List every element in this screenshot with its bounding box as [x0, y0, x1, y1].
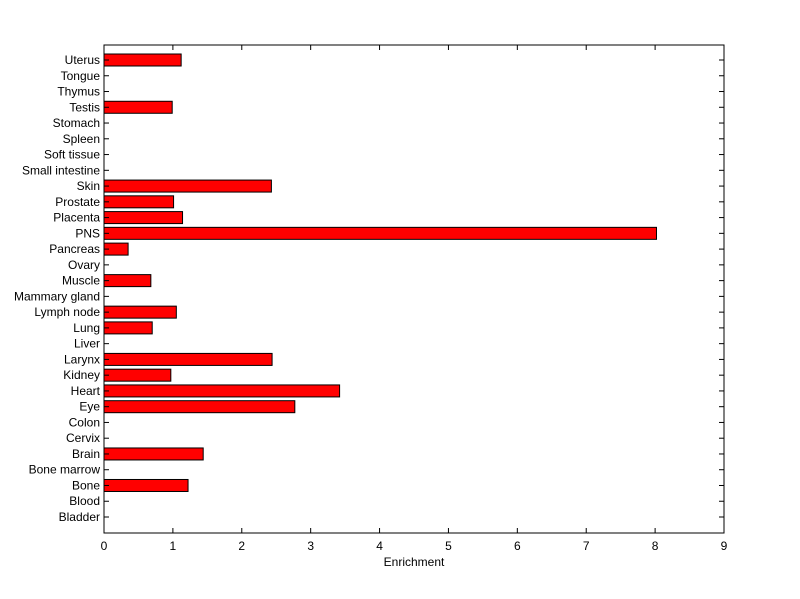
y-tick-label: Skin [77, 179, 100, 193]
y-tick-label: Small intestine [22, 163, 100, 177]
y-tick-label: Liver [74, 337, 100, 351]
y-tick-label: Uterus [65, 53, 100, 67]
x-tick-label: 5 [445, 539, 452, 553]
x-tick-label: 0 [101, 539, 108, 553]
y-tick-label: Larynx [64, 352, 100, 366]
y-tick-label: Thymus [57, 85, 100, 99]
y-tick-label: Bladder [59, 510, 100, 524]
x-axis-title: Enrichment [384, 555, 445, 569]
y-tick-label: PNS [75, 226, 100, 240]
y-tick-label: Stomach [53, 116, 100, 130]
y-tick-label: Testis [69, 100, 100, 114]
x-tick-label: 6 [514, 539, 521, 553]
bar-uterus [103, 53, 182, 67]
bar-heart [103, 384, 341, 398]
bar-bone [103, 478, 189, 492]
bar-larynx [103, 352, 273, 366]
plot-area-frame [103, 44, 725, 534]
bar-muscle [103, 274, 152, 288]
y-tick-label: Ovary [68, 258, 100, 272]
bar-lung [103, 321, 153, 335]
x-tick-label: 3 [307, 539, 314, 553]
y-tick-label: Spleen [63, 132, 100, 146]
bar-lymph-node [103, 305, 177, 319]
y-tick-label: Blood [69, 494, 100, 508]
y-tick-label: Colon [69, 415, 100, 429]
bar-kidney [103, 368, 172, 382]
y-tick-label: Tongue [61, 69, 101, 83]
bar-placenta [103, 211, 184, 225]
y-tick-label: Cervix [66, 431, 100, 445]
y-tick-label: Muscle [62, 274, 100, 288]
y-tick-label: Prostate [55, 195, 100, 209]
bar-pns [103, 226, 657, 240]
y-tick-label: Soft tissue [44, 148, 100, 162]
y-tick-label: Brain [72, 447, 100, 461]
x-tick-label: 2 [238, 539, 245, 553]
x-tick-label: 8 [652, 539, 659, 553]
x-tick-label: 9 [721, 539, 728, 553]
bar-eye [103, 400, 296, 414]
bar-prostate [103, 195, 175, 209]
y-tick-label: Kidney [63, 368, 100, 382]
y-tick-label: Heart [71, 384, 101, 398]
y-tick-label: Eye [79, 400, 100, 414]
y-tick-label: Placenta [53, 211, 100, 225]
y-tick-label: Mammary gland [14, 289, 100, 303]
x-tick-label: 1 [170, 539, 177, 553]
y-tick-label: Pancreas [49, 242, 100, 256]
bar-testis [103, 100, 173, 114]
y-tick-label: Lung [73, 321, 100, 335]
bar-brain [103, 447, 204, 461]
y-tick-label: Lymph node [34, 305, 100, 319]
x-axis-ticks: 0 1 2 3 4 5 6 7 8 9 [101, 45, 728, 553]
x-tick-label: 7 [583, 539, 590, 553]
bar-skin [103, 179, 272, 193]
y-tick-label: Bone marrow [29, 463, 101, 477]
x-tick-label: 4 [376, 539, 383, 553]
y-tick-label: Bone [72, 478, 100, 492]
